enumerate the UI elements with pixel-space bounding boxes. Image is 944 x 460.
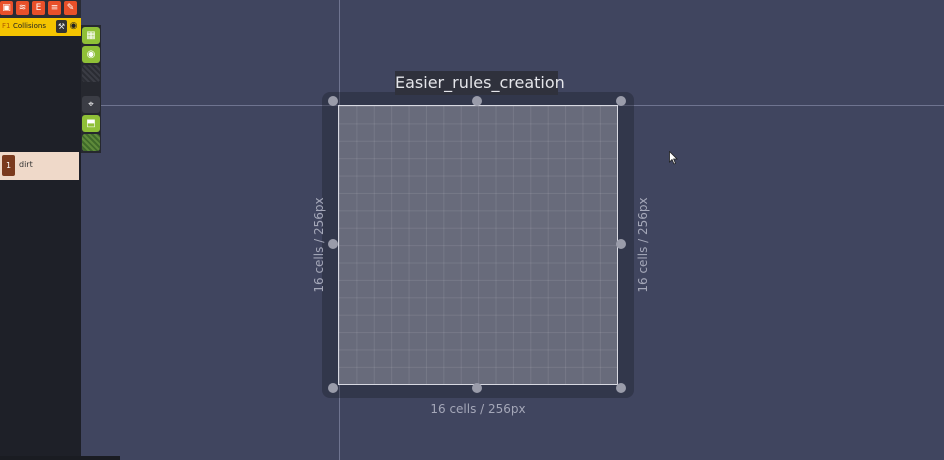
width-dimension-label: 16 cells / 256px [430,402,526,416]
hatch-pattern-icon [82,65,100,82]
eye-icon: ◉ [86,49,96,60]
tile-index: 1 [2,155,15,176]
list-icon[interactable]: ≡ [48,1,61,15]
eraser-icon[interactable]: ⚒ [56,20,67,33]
room-title[interactable]: Easier_rules_creation [395,71,565,95]
resize-handle-left[interactable] [328,239,338,249]
grid-icon: ▦ [86,30,96,41]
layer-name: Collisions [13,22,46,30]
resize-handle-right[interactable] [616,239,626,249]
layers-panel: ▣ ≋ E ≡ ✎ F1 Collisions ⚒ ◉ 1 dirt [0,0,81,460]
status-strip [0,456,120,460]
mouse-cursor-icon [669,151,678,165]
tile-item-dirt[interactable]: 1 dirt [0,152,79,180]
height-dimension-label-left: 16 cells / 256px [312,197,326,293]
pattern-toggle-button[interactable] [82,65,100,82]
focus-button[interactable]: ⌖ [82,96,100,113]
brush-icon[interactable]: ✎ [64,1,77,15]
grid-toggle-button[interactable]: ▦ [82,27,100,44]
pattern-fill-button[interactable] [82,134,100,151]
layer-prefix: F1 [2,22,11,30]
image-icon[interactable]: ▣ [0,1,13,15]
resize-handle-bottom-right[interactable] [616,383,626,393]
height-dimension-label-right: 16 cells / 256px [636,197,650,293]
resize-handle-top[interactable] [472,96,482,106]
layer-item-collisions[interactable]: F1 Collisions ⚒ ◉ [0,18,81,36]
resize-handle-top-right[interactable] [616,96,626,106]
layers-icon[interactable]: ≋ [16,1,29,15]
hatch-pattern-green-icon [82,134,100,151]
room-canvas[interactable] [338,105,618,385]
fill-tool-button[interactable]: ⬒ [82,115,100,132]
panel-toolbar: ▣ ≋ E ≡ ✎ [0,0,81,18]
tile-name: dirt [19,160,33,169]
focus-icon: ⌖ [88,99,94,110]
objects-icon[interactable]: E [32,1,45,15]
visibility-toggle-button[interactable]: ◉ [82,46,100,63]
resize-handle-bottom[interactable] [472,383,482,393]
visibility-eye-icon[interactable]: ◉ [69,21,78,31]
resize-handle-bottom-left[interactable] [328,383,338,393]
tool-strip: ▦ ◉ ⌖ ⬒ [81,25,101,153]
paint-bucket-icon: ⬒ [86,118,96,129]
resize-handle-top-left[interactable] [328,96,338,106]
